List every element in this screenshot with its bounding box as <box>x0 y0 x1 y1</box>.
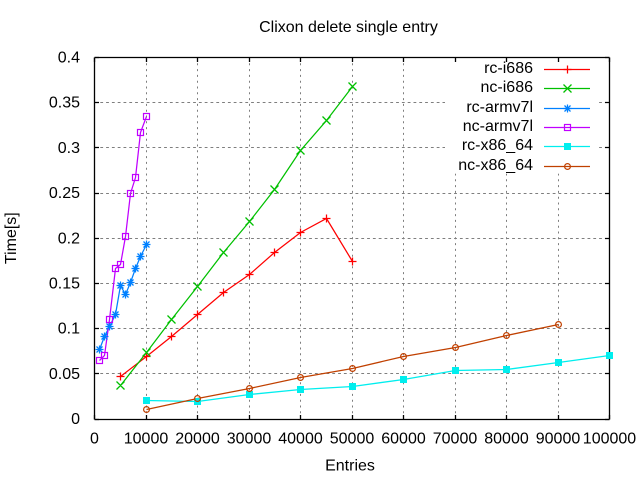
svg-text:rc-x86_64: rc-x86_64 <box>462 137 533 154</box>
svg-text:20000: 20000 <box>175 431 220 448</box>
svg-text:80000: 80000 <box>484 431 529 448</box>
svg-text:0.4: 0.4 <box>58 50 80 67</box>
svg-text:0.3: 0.3 <box>58 140 80 157</box>
svg-text:rc-i686: rc-i686 <box>484 60 533 77</box>
svg-text:0.35: 0.35 <box>49 95 80 112</box>
svg-text:60000: 60000 <box>381 431 426 448</box>
svg-text:Time[s]: Time[s] <box>3 212 20 264</box>
svg-text:0.2: 0.2 <box>58 230 80 247</box>
svg-text:30000: 30000 <box>227 431 272 448</box>
svg-text:70000: 70000 <box>433 431 478 448</box>
svg-text:Entries: Entries <box>325 458 375 475</box>
svg-text:90000: 90000 <box>536 431 581 448</box>
svg-text:rc-armv7l: rc-armv7l <box>466 99 533 116</box>
svg-text:50000: 50000 <box>330 431 375 448</box>
svg-text:0.15: 0.15 <box>49 275 80 292</box>
svg-text:nc-x86_64: nc-x86_64 <box>458 157 533 174</box>
svg-text:10000: 10000 <box>124 431 169 448</box>
svg-text:nc-i686: nc-i686 <box>481 79 534 96</box>
svg-text:40000: 40000 <box>278 431 323 448</box>
svg-text:0.25: 0.25 <box>49 185 80 202</box>
svg-text:0.05: 0.05 <box>49 366 80 383</box>
svg-text:Clixon delete single entry: Clixon delete single entry <box>259 19 438 36</box>
svg-text:0: 0 <box>71 411 80 428</box>
svg-text:100000: 100000 <box>583 431 636 448</box>
svg-text:0: 0 <box>90 431 99 448</box>
svg-text:nc-armv7l: nc-armv7l <box>463 118 533 135</box>
svg-text:0.1: 0.1 <box>58 321 80 338</box>
